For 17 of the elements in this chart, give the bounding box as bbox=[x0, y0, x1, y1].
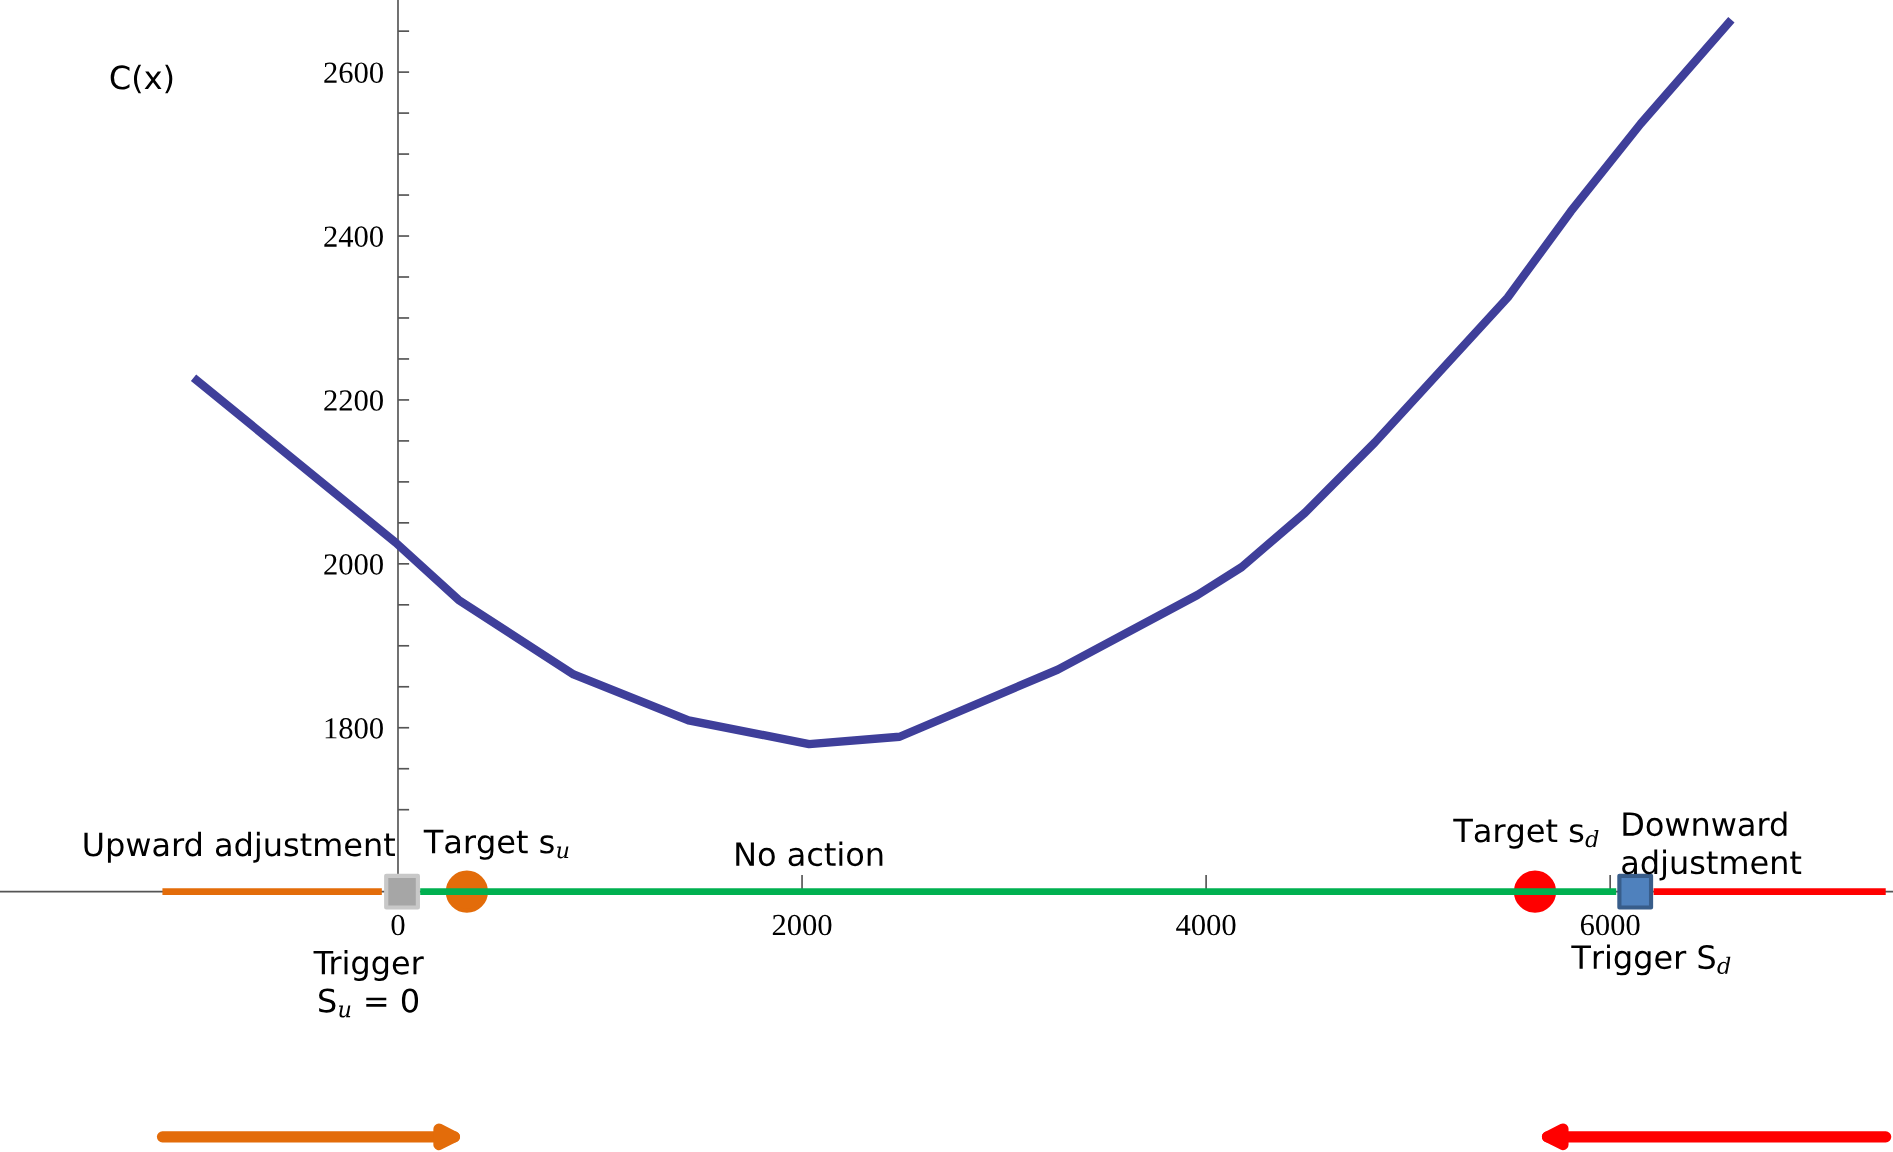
series-label: Trigger S$_{u}$ = 0 bbox=[313, 949, 424, 1018]
y-tick-label: 2400 bbox=[324, 226, 383, 247]
x-tick-label: 2000 bbox=[772, 914, 832, 936]
y-tick-label: 2000 bbox=[324, 554, 383, 575]
y-tick-label: 1800 bbox=[325, 718, 383, 739]
y-tick-label: 2200 bbox=[324, 390, 383, 411]
x-tick-label: 6000 bbox=[1580, 914, 1640, 936]
x-tick-label: 4000 bbox=[1176, 914, 1236, 936]
series-label: Downward adjustment bbox=[1622, 811, 1802, 881]
y-axis-title: C(x) bbox=[110, 64, 173, 94]
series-label: Target s$_{u}$ bbox=[423, 829, 569, 860]
series-label: No action bbox=[736, 841, 883, 867]
x-tick-label: 0 bbox=[391, 914, 405, 936]
y-tick-label: 2600 bbox=[324, 62, 383, 84]
series-label: Trigger S$_{d}$ bbox=[1571, 944, 1731, 976]
series-label: Target s$_{d}$ bbox=[1453, 818, 1599, 849]
series-label: Upward adjustment bbox=[84, 831, 395, 863]
